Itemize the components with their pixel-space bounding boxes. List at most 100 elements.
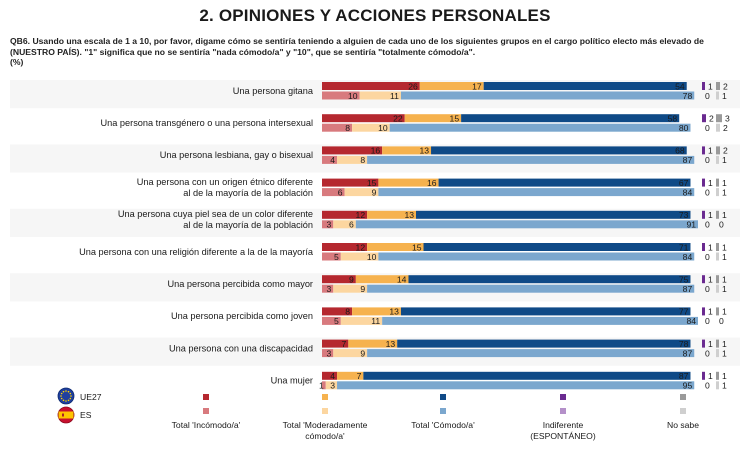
bar-ue27-series-4 xyxy=(716,146,720,155)
data-label: 68 xyxy=(675,146,685,156)
category-label: Una persona gitana xyxy=(233,86,314,96)
data-label: 1 xyxy=(722,252,727,262)
bar-ue27-series-2 xyxy=(400,307,691,316)
data-label: 0 xyxy=(705,284,710,294)
data-label: 5 xyxy=(334,252,339,262)
data-label: 8 xyxy=(345,123,350,133)
data-label: 1 xyxy=(722,307,727,317)
data-label: 5 xyxy=(334,316,339,326)
bar-es-series-1 xyxy=(340,252,379,261)
bar-ue27-series-1 xyxy=(419,82,484,90)
data-label: 10 xyxy=(348,91,358,101)
question-body: QB6. Usando una escala de 1 a 10, por fa… xyxy=(10,36,704,57)
data-label: 58 xyxy=(668,114,678,124)
data-label: 87 xyxy=(683,284,693,294)
data-label: 0 xyxy=(719,316,724,326)
data-label: 1 xyxy=(722,210,727,220)
legend-label: No sabe xyxy=(667,420,699,430)
bar-es-series-2 xyxy=(389,123,691,132)
bar-ue27-series-1 xyxy=(378,178,439,187)
category-label: Una persona percibida como joven xyxy=(171,311,313,321)
bar-ue27-series-1 xyxy=(355,275,409,284)
data-label: 73 xyxy=(679,210,689,220)
bar-es-series-2 xyxy=(378,188,695,197)
bar-ue27-series-4 xyxy=(716,243,719,251)
bar-ue27-series-4 xyxy=(716,82,720,90)
bar-ue27-series-1 xyxy=(352,307,401,316)
data-label: 15 xyxy=(367,178,377,188)
legend-label: Indiferente xyxy=(543,420,584,430)
legend-swatch-es xyxy=(680,408,686,414)
legend-label: cómodo/a' xyxy=(305,431,345,441)
data-label: 1 xyxy=(722,242,727,252)
data-label: 1 xyxy=(722,275,727,285)
spain-flag-icon xyxy=(57,406,75,424)
category-label: Una persona con una religión diferente a… xyxy=(79,247,314,257)
bar-es-series-1 xyxy=(333,284,368,293)
category-label: al de la mayoría de la población xyxy=(183,220,313,230)
bar-es-series-2 xyxy=(367,155,695,164)
bar-es-series-4 xyxy=(716,284,719,293)
data-label: 1 xyxy=(722,348,727,358)
bar-es-series-0 xyxy=(322,349,334,358)
data-label: 1 xyxy=(708,146,713,156)
data-label: 1 xyxy=(722,91,727,101)
bar-ue27-series-4 xyxy=(716,114,722,123)
bar-ue27-series-3 xyxy=(702,210,705,219)
bar-es-series-0 xyxy=(322,252,341,261)
bar-ue27-series-1 xyxy=(337,371,364,380)
bar-ue27-series-0 xyxy=(322,307,353,316)
data-label: 1 xyxy=(722,155,727,165)
data-label: 16 xyxy=(427,178,437,188)
bar-es-series-2 xyxy=(367,284,695,293)
bar-ue27-series-3 xyxy=(702,146,705,155)
bar-es-series-2 xyxy=(378,252,695,261)
legend-label: Total 'Cómodo/a' xyxy=(411,420,475,430)
bar-es-series-2 xyxy=(382,316,698,325)
unit-label: (%) xyxy=(10,57,24,68)
bar-es-series-4 xyxy=(716,188,719,197)
data-label: 0 xyxy=(705,91,710,101)
data-label: 1 xyxy=(708,178,713,188)
legend-swatch-es xyxy=(440,408,446,414)
bar-es-series-1 xyxy=(344,188,379,197)
bar-ue27-series-4 xyxy=(716,275,719,284)
bar-ue27-series-4 xyxy=(716,307,719,316)
bar-es-series-0 xyxy=(322,316,341,325)
question-text: QB6. Usando una escala de 1 a 10, por fa… xyxy=(10,36,730,68)
data-label: 0 xyxy=(705,316,710,326)
bar-ue27-series-2 xyxy=(461,114,680,123)
category-label: al de la mayoría de la población xyxy=(183,188,313,198)
data-label: 1 xyxy=(722,371,727,381)
bar-es-series-1 xyxy=(352,123,390,132)
legend-swatch-ue27 xyxy=(203,394,209,400)
data-label: 71 xyxy=(679,242,689,252)
data-label: 10 xyxy=(378,123,388,133)
data-label: 8 xyxy=(360,155,365,165)
bar-es-series-2 xyxy=(337,381,695,390)
data-label: 13 xyxy=(389,307,399,317)
category-label: Una mujer xyxy=(271,376,313,386)
bar-es-series-0 xyxy=(322,220,334,229)
legend-swatch-es xyxy=(560,408,566,414)
bar-ue27-series-3 xyxy=(702,339,705,348)
data-label: 3 xyxy=(326,348,331,358)
bar-ue27-series-0 xyxy=(322,146,383,155)
bar-ue27-series-1 xyxy=(367,210,416,219)
data-label: 4 xyxy=(330,155,335,165)
region-label: ES xyxy=(80,410,92,420)
data-label: 3 xyxy=(326,220,331,230)
data-label: 4 xyxy=(330,371,335,381)
bar-ue27-series-1 xyxy=(367,243,424,251)
data-label: 3 xyxy=(725,114,730,124)
data-label: 1 xyxy=(708,242,713,252)
bar-es-series-4 xyxy=(716,123,720,132)
bar-es-series-2 xyxy=(367,349,695,358)
data-label: 6 xyxy=(338,187,343,197)
bar-ue27-series-3 xyxy=(702,178,705,187)
data-label: 0 xyxy=(719,220,724,230)
data-label: 13 xyxy=(386,339,396,349)
bar-es-series-1 xyxy=(333,349,368,358)
legend-swatch-es xyxy=(322,408,328,414)
legend-swatch-ue27 xyxy=(322,394,328,400)
